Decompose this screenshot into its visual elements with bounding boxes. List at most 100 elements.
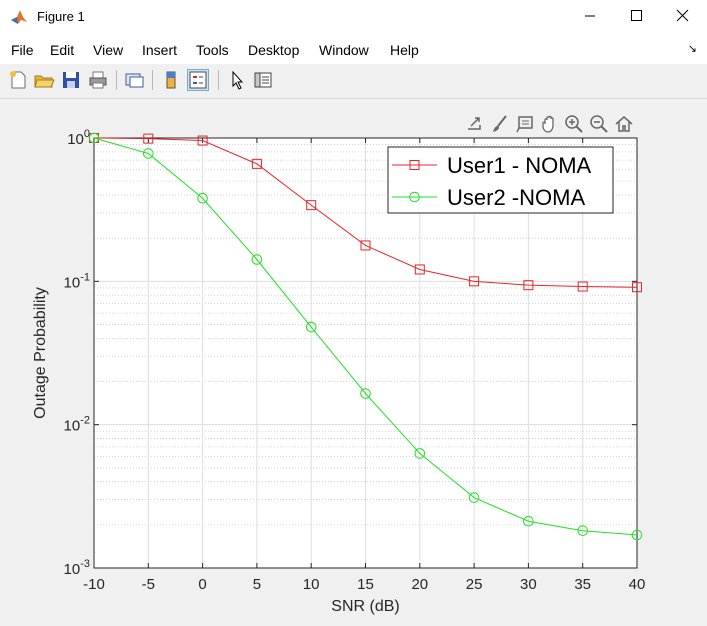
series-line-2 bbox=[93, 137, 638, 536]
zoom-out-icon bbox=[590, 115, 608, 133]
y-tick-label: 10-1 bbox=[64, 271, 90, 291]
maximize-button[interactable] bbox=[613, 0, 659, 32]
pan-icon bbox=[542, 115, 554, 133]
menu-edit[interactable]: Edit bbox=[50, 42, 75, 58]
figure-toolbar bbox=[0, 64, 707, 99]
x-tick-label: 15 bbox=[357, 576, 374, 593]
series-2-point bbox=[577, 525, 589, 537]
colorbar-icon bbox=[166, 71, 176, 89]
print-icon bbox=[89, 71, 107, 89]
minimize-icon bbox=[585, 15, 595, 17]
y-axis-label: Outage Probability bbox=[32, 287, 49, 419]
brush-button[interactable] bbox=[490, 114, 510, 134]
series-1-point bbox=[577, 281, 588, 292]
menu-help[interactable]: Help bbox=[390, 42, 419, 58]
y-tick-label: 10-2 bbox=[64, 415, 90, 435]
menu-window[interactable]: Window bbox=[319, 42, 369, 58]
y-tick-label: 100 bbox=[67, 128, 90, 148]
legend-label: User1 - NOMA bbox=[447, 153, 592, 178]
series-1-point bbox=[469, 276, 480, 287]
x-tick-label: 0 bbox=[198, 576, 206, 593]
menu-desktop[interactable]: Desktop bbox=[248, 42, 300, 58]
matlab-logo-icon bbox=[11, 10, 27, 24]
legend-marker bbox=[409, 191, 420, 203]
x-tick-label: 30 bbox=[520, 576, 537, 593]
export-icon bbox=[468, 117, 481, 130]
toolbar-separator bbox=[152, 70, 153, 90]
menu-insert[interactable]: Insert bbox=[142, 42, 178, 58]
x-tick-label: 25 bbox=[466, 576, 483, 593]
zoom-in-icon bbox=[565, 115, 583, 133]
export-button[interactable] bbox=[465, 114, 485, 134]
series-1-point bbox=[143, 133, 154, 144]
x-tick-label: -10 bbox=[83, 576, 105, 593]
x-tick-label: 5 bbox=[253, 576, 261, 593]
legend: User1 - NOMA User2 -NOMA bbox=[387, 146, 614, 214]
open-file-button[interactable] bbox=[33, 69, 55, 91]
home-button[interactable] bbox=[614, 114, 634, 134]
series-2-point bbox=[305, 321, 317, 333]
close-icon bbox=[676, 9, 689, 22]
legend-button[interactable] bbox=[187, 69, 209, 91]
series-2-point bbox=[197, 192, 208, 204]
legend-box bbox=[387, 146, 614, 214]
data-tips-button[interactable] bbox=[515, 114, 535, 134]
series-2-point bbox=[143, 148, 154, 159]
save-button[interactable] bbox=[60, 69, 82, 91]
zoom-in-button[interactable] bbox=[564, 114, 584, 134]
data-tips-icon bbox=[516, 116, 533, 133]
series-1-point bbox=[523, 280, 534, 291]
pan-button[interactable] bbox=[540, 114, 560, 134]
series-2-point bbox=[468, 492, 480, 503]
series-1-point bbox=[632, 282, 642, 293]
x-axis-label: SNR (dB) bbox=[331, 598, 399, 615]
menu-bar: File Edit View Insert Tools Desktop Wind… bbox=[0, 34, 707, 64]
x-tick-label: 40 bbox=[629, 576, 646, 593]
maximize-icon bbox=[631, 10, 642, 21]
x-tick-label: 10 bbox=[303, 576, 320, 593]
minimize-button[interactable] bbox=[567, 0, 613, 32]
x-tick-label: -5 bbox=[142, 576, 155, 593]
series-2-point bbox=[360, 388, 371, 399]
series-1-point bbox=[197, 135, 208, 146]
link-plot-icon bbox=[125, 73, 144, 88]
series-2-point bbox=[251, 254, 263, 265]
new-figure-icon bbox=[10, 71, 26, 89]
window-title: Figure 1 bbox=[37, 9, 85, 24]
print-button[interactable] bbox=[87, 69, 109, 91]
series-2-point bbox=[523, 515, 534, 527]
brush-icon bbox=[493, 115, 507, 132]
menu-view[interactable]: View bbox=[93, 42, 124, 58]
colorbar-button[interactable] bbox=[160, 69, 182, 91]
title-bar: Figure 1 bbox=[0, 0, 707, 34]
toolbar-separator bbox=[218, 70, 219, 90]
save-icon bbox=[63, 72, 79, 88]
y-tick-label: 10-3 bbox=[64, 558, 90, 578]
menu-tools[interactable]: Tools bbox=[196, 42, 229, 58]
edit-plot-icon bbox=[232, 70, 244, 90]
property-inspector-button[interactable] bbox=[252, 69, 274, 91]
series-line-1 bbox=[93, 137, 638, 288]
legend-marker bbox=[409, 160, 420, 170]
close-button[interactable] bbox=[659, 0, 705, 32]
series-2-point bbox=[631, 529, 643, 541]
open-file-icon bbox=[34, 75, 55, 88]
series-1-point bbox=[251, 158, 262, 169]
series-2-point bbox=[414, 448, 426, 459]
dock-arrow-icon[interactable]: ↘ bbox=[687, 43, 697, 55]
home-icon bbox=[615, 116, 633, 132]
menu-file[interactable]: File bbox=[11, 42, 34, 58]
legend-label: User2 -NOMA bbox=[447, 185, 585, 210]
edit-plot-button[interactable] bbox=[226, 69, 248, 91]
link-plot-button[interactable] bbox=[123, 69, 145, 91]
new-figure-button[interactable] bbox=[7, 69, 29, 91]
legend-icon bbox=[189, 71, 207, 89]
series-1-point bbox=[360, 240, 371, 251]
zoom-out-button[interactable] bbox=[589, 114, 609, 134]
x-tick-label: 35 bbox=[574, 576, 591, 593]
series-1-point bbox=[306, 200, 317, 211]
toolbar-separator bbox=[116, 70, 117, 90]
property-inspector-icon bbox=[254, 72, 272, 88]
x-tick-label: 20 bbox=[411, 576, 428, 593]
